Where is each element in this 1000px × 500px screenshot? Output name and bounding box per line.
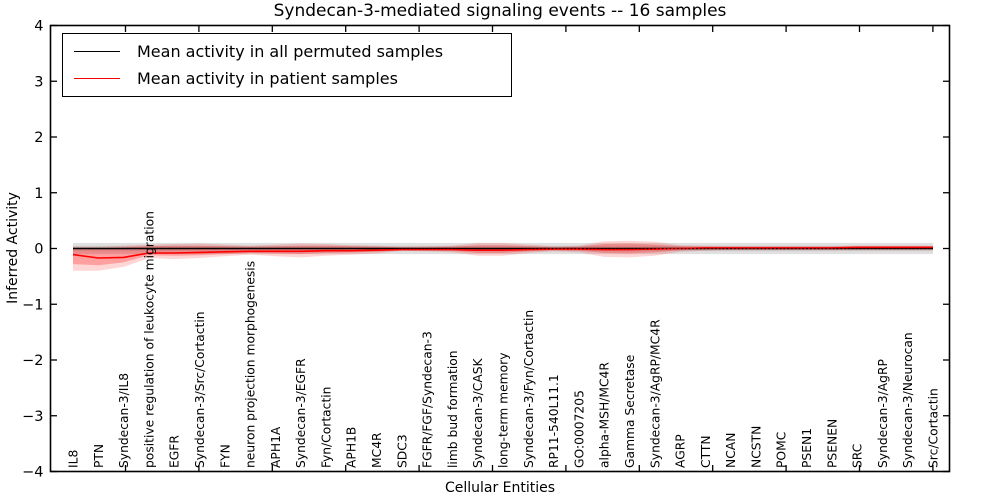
x-tick-label: limb bud formation xyxy=(446,350,460,468)
x-tick-label: Syndecan-3/AgRP/MC4R xyxy=(648,319,662,468)
x-tick-label: GO:0007205 xyxy=(572,390,586,468)
x-tick-label: CTTN xyxy=(699,435,713,468)
x-tick-label: APH1B xyxy=(345,427,359,468)
legend-label-patient: Mean activity in patient samples xyxy=(137,69,398,88)
y-tick-label: 1 xyxy=(34,186,43,202)
x-tick-label: Src/Cortactin xyxy=(927,388,941,468)
x-tick-label: RP11-540L11.1 xyxy=(547,374,561,468)
x-tick-label: Syndecan-3/Neurocan xyxy=(901,332,915,468)
x-tick-label: neuron projection morphogenesis xyxy=(244,261,258,468)
x-tick-label: FYN xyxy=(218,444,232,468)
permuted-line-swatch xyxy=(74,51,120,52)
y-tick-label: −1 xyxy=(22,297,43,313)
patient-line-swatch xyxy=(74,78,120,79)
y-tick-label: −4 xyxy=(22,465,43,481)
x-tick-label: FGFR/FGF/Syndecan-3 xyxy=(421,331,435,468)
x-tick-label: Syndecan-3/EGFR xyxy=(294,358,308,468)
x-tick-label: SDC3 xyxy=(395,434,409,468)
x-tick-label: Syndecan-3/Fyn/Cortactin xyxy=(522,310,536,468)
y-tick-label: 3 xyxy=(34,74,43,90)
x-tick-label: NCAN xyxy=(724,433,738,468)
legend-item-permuted: Mean activity in all permuted samples xyxy=(63,42,511,61)
x-tick-label: APH1A xyxy=(269,426,283,468)
x-tick-label: PSENEN xyxy=(825,419,839,468)
x-tick-label: Fyn/Cortactin xyxy=(319,387,333,468)
x-tick-label: Syndecan-3/Src/Cortactin xyxy=(193,311,207,468)
x-tick-label: NCSTN xyxy=(749,426,763,468)
y-tick-label: 4 xyxy=(34,19,43,35)
x-tick-label: IL8 xyxy=(67,450,81,468)
chart-title: Syndecan-3-mediated signaling events -- … xyxy=(273,1,727,21)
x-tick-label: AGRP xyxy=(674,434,688,468)
x-tick-label: PTN xyxy=(92,444,106,468)
y-tick-label: −3 xyxy=(22,409,43,425)
y-tick-label: 0 xyxy=(34,242,43,258)
x-axis-label: Cellular Entities xyxy=(444,480,556,496)
legend: Mean activity in all permuted samples Me… xyxy=(62,33,512,97)
y-axis-label: Inferred Activity xyxy=(5,192,21,304)
x-tick-label: Syndecan-3/AgRP xyxy=(876,359,890,468)
x-tick-label: positive regulation of leukocyte migrati… xyxy=(142,211,156,468)
legend-item-patient: Mean activity in patient samples xyxy=(63,69,511,88)
x-tick-label: PSEN1 xyxy=(800,428,814,468)
y-tick-label: 2 xyxy=(34,130,43,146)
x-tick-label: Syndecan-3/IL8 xyxy=(117,373,131,468)
x-tick-label: EGFR xyxy=(168,435,182,468)
x-tick-label: long-term memory xyxy=(497,353,511,468)
patient-mean-line xyxy=(72,246,933,259)
x-tick-label: Syndecan-3/CASK xyxy=(471,357,485,468)
x-tick-label: SRC xyxy=(851,444,865,468)
x-tick-label: POMC xyxy=(775,432,789,468)
x-tick-label: Gamma Secretase xyxy=(623,355,637,468)
x-tick-label: MC4R xyxy=(370,432,384,468)
x-tick-label: alpha-MSH/MC4R xyxy=(598,362,612,468)
y-tick-label: −2 xyxy=(22,353,43,369)
legend-label-permuted: Mean activity in all permuted samples xyxy=(137,42,444,61)
